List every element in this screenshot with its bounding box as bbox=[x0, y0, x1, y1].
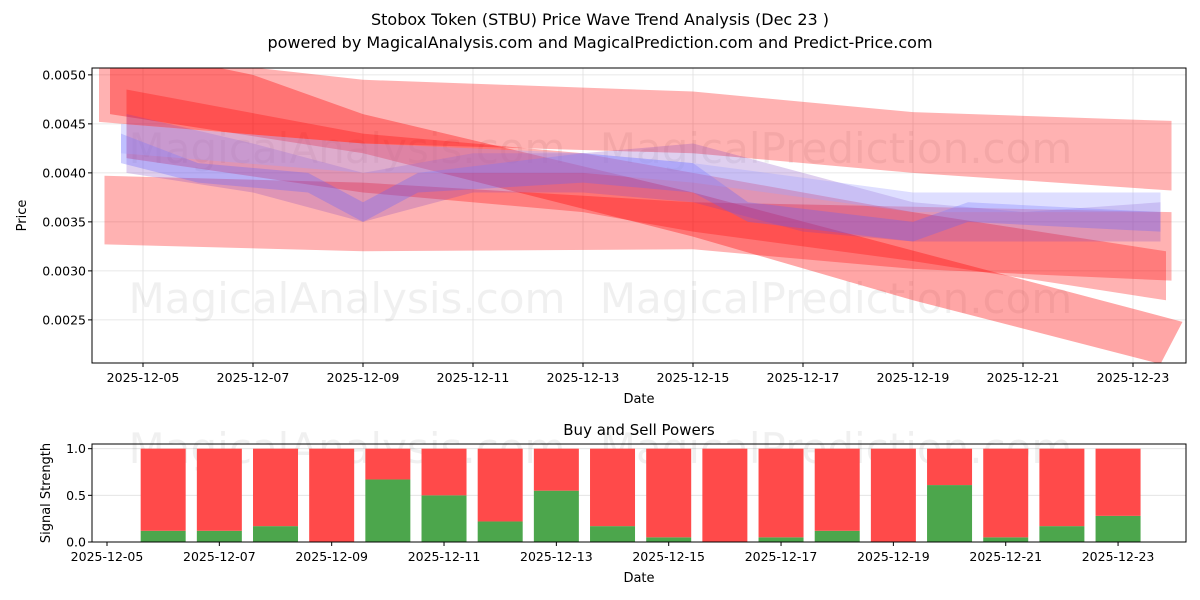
sell-bar bbox=[196, 448, 242, 531]
sell-bar bbox=[646, 448, 692, 538]
x-tick-label: 2025-12-07 bbox=[183, 549, 256, 564]
x-tick-label: 2025-12-21 bbox=[987, 370, 1060, 385]
sell-bar bbox=[814, 448, 860, 531]
x-tick-label: 2025-12-11 bbox=[437, 370, 510, 385]
watermark: MagicalAnalysis.com bbox=[129, 274, 566, 323]
buy-bar bbox=[814, 530, 860, 542]
bottom-chart-title: Buy and Sell Powers bbox=[563, 421, 715, 439]
buy-bar bbox=[590, 526, 636, 542]
buy-bar bbox=[421, 495, 467, 542]
lower-wide-band bbox=[104, 175, 1172, 281]
buy-bar bbox=[477, 521, 523, 542]
x-tick-label: 2025-12-17 bbox=[745, 549, 818, 564]
x-tick-label: 2025-12-23 bbox=[1097, 370, 1170, 385]
upper-wide-band bbox=[99, 68, 1172, 191]
blue-band bbox=[121, 133, 1161, 242]
x-tick-label: 2025-12-11 bbox=[408, 549, 481, 564]
buy-bar bbox=[1039, 526, 1085, 542]
buy-bar bbox=[927, 485, 973, 542]
sell-bar bbox=[870, 448, 916, 542]
y-tick-label: 0.0050 bbox=[42, 67, 86, 82]
watermark: MagicalPrediction.com bbox=[600, 274, 1073, 323]
y-tick-label: 0.5 bbox=[66, 488, 86, 503]
buy-bar bbox=[983, 537, 1029, 542]
watermark: MagicalAnalysis.com bbox=[129, 124, 566, 173]
buy-bar bbox=[140, 530, 186, 542]
bands-group bbox=[99, 68, 1183, 363]
sell-bar bbox=[477, 448, 523, 522]
y-axis-label: Signal Strength bbox=[39, 443, 54, 543]
sell-bar bbox=[365, 448, 411, 480]
buy-bar bbox=[533, 490, 579, 542]
y-tick-label: 0.0 bbox=[66, 535, 86, 550]
x-axis-label: Date bbox=[623, 392, 654, 407]
bottom-axes-frame bbox=[91, 443, 1187, 543]
buy-bar bbox=[758, 537, 804, 542]
steep-descending-band bbox=[110, 68, 1183, 363]
y-tick-label: 0.0040 bbox=[42, 165, 86, 180]
y-tick-label: 0.0025 bbox=[42, 312, 86, 327]
x-tick-label: 2025-12-13 bbox=[520, 549, 593, 564]
watermark: MagicalPrediction.com bbox=[600, 124, 1073, 173]
y-tick-label: 1.0 bbox=[66, 441, 86, 456]
chart-subtitle: powered by MagicalAnalysis.com and Magic… bbox=[267, 33, 933, 52]
buy-bar bbox=[646, 537, 692, 542]
buy-bar bbox=[196, 530, 242, 542]
x-tick-label: 2025-12-17 bbox=[767, 370, 840, 385]
x-tick-label: 2025-12-13 bbox=[547, 370, 620, 385]
buy-bar bbox=[1095, 515, 1141, 542]
sell-bar bbox=[140, 448, 186, 531]
sell-bar bbox=[927, 448, 973, 486]
sell-bar bbox=[590, 448, 636, 527]
sell-bar bbox=[533, 448, 579, 491]
y-axis-label: Price bbox=[15, 200, 30, 232]
sell-bar bbox=[758, 448, 804, 538]
sell-bar bbox=[1095, 448, 1141, 516]
chart-title: Stobox Token (STBU) Price Wave Trend Ana… bbox=[371, 10, 829, 29]
sell-bar bbox=[309, 448, 355, 542]
x-tick-label: 2025-12-23 bbox=[1082, 549, 1155, 564]
x-tick-label: 2025-12-15 bbox=[632, 549, 705, 564]
sell-bar bbox=[421, 448, 467, 496]
y-tick-label: 0.0030 bbox=[42, 263, 86, 278]
sell-bar bbox=[983, 448, 1029, 538]
sell-bar bbox=[702, 448, 748, 542]
x-tick-label: 2025-12-09 bbox=[327, 370, 400, 385]
x-tick-label: 2025-12-19 bbox=[877, 370, 950, 385]
x-tick-label: 2025-12-09 bbox=[295, 549, 368, 564]
buy-bar bbox=[253, 526, 299, 542]
x-tick-label: 2025-12-15 bbox=[657, 370, 730, 385]
x-tick-label: 2025-12-05 bbox=[107, 370, 180, 385]
sell-bar bbox=[253, 448, 299, 527]
y-tick-label: 0.0035 bbox=[42, 214, 86, 229]
top-axes-frame bbox=[91, 67, 1187, 364]
x-tick-label: 2025-12-07 bbox=[217, 370, 290, 385]
purple-band-1 bbox=[126, 114, 1161, 242]
x-tick-label: 2025-12-21 bbox=[969, 549, 1042, 564]
x-axis-label: Date bbox=[623, 571, 654, 586]
buy-bar bbox=[365, 479, 411, 542]
sell-bar bbox=[1039, 448, 1085, 527]
descending-band-2 bbox=[126, 89, 1166, 301]
light-blue-band bbox=[121, 123, 1161, 213]
x-tick-label: 2025-12-05 bbox=[71, 549, 144, 564]
y-tick-label: 0.0045 bbox=[42, 116, 86, 131]
x-tick-label: 2025-12-19 bbox=[857, 549, 930, 564]
